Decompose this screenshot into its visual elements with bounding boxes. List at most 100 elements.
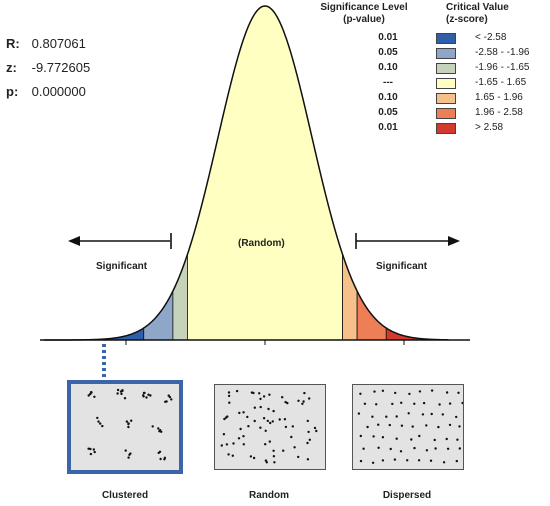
point-dot <box>458 447 461 450</box>
point-dot <box>227 394 231 398</box>
legend-zscore: > 2.58 <box>475 122 504 133</box>
point-dot <box>252 391 255 395</box>
point-dot <box>442 461 446 464</box>
point-dot <box>445 391 449 394</box>
point-dot <box>232 442 235 445</box>
legend-swatch <box>436 93 456 104</box>
legend-pvalue: 0.10 <box>378 62 398 73</box>
legend-pvalue: 0.10 <box>378 92 398 103</box>
legend-zscore: 1.65 - 1.96 <box>475 92 523 103</box>
point-dot <box>282 449 285 452</box>
point-dot <box>262 395 266 398</box>
point-dot <box>271 420 274 423</box>
point-dot <box>434 447 437 450</box>
dispersed-pattern-panel[interactable] <box>352 384 464 470</box>
point-dot <box>120 392 123 396</box>
legend-row: --- -1.65 - 1.65 <box>360 77 550 90</box>
point-dot <box>413 446 416 450</box>
point-dot <box>393 458 397 461</box>
point-dot <box>394 391 397 395</box>
point-dot <box>258 392 261 395</box>
point-dot <box>458 425 461 428</box>
legend-pvalue: 0.05 <box>378 107 398 118</box>
point-dot <box>359 434 362 438</box>
point-dot <box>163 458 166 461</box>
curve-outline <box>44 5 449 341</box>
random-pattern-panel[interactable] <box>214 384 326 470</box>
stat-z-key: z: <box>6 60 17 75</box>
curve-band <box>187 5 343 341</box>
point-dot <box>359 392 362 395</box>
point-dot <box>381 389 385 392</box>
point-dot <box>407 412 410 415</box>
point-dot <box>238 411 241 415</box>
point-dot <box>142 395 145 398</box>
stat-p-key: p: <box>6 84 19 99</box>
point-dot <box>96 416 99 420</box>
point-dot <box>448 402 452 405</box>
point-dot <box>220 444 223 447</box>
point-dot <box>373 390 376 393</box>
point-dot <box>89 391 93 394</box>
point-dot <box>400 424 404 427</box>
legend-swatch <box>436 108 456 119</box>
point-dot <box>389 447 392 451</box>
point-dot <box>116 388 120 392</box>
point-dot <box>262 417 266 420</box>
point-dot <box>158 450 162 453</box>
point-dot <box>259 426 262 429</box>
legend-zscore: 1.96 - 2.58 <box>475 107 523 118</box>
point-dot <box>308 438 311 441</box>
point-dot <box>267 407 270 411</box>
point-dot <box>264 443 267 446</box>
random-dots <box>220 389 318 464</box>
point-dot <box>429 459 433 462</box>
legend-row: 0.05 1.96 - 2.58 <box>360 107 550 120</box>
point-dot <box>457 391 460 394</box>
point-dot <box>425 449 429 452</box>
point-dot <box>165 400 168 403</box>
point-dot <box>264 429 267 432</box>
point-dot <box>377 446 380 449</box>
legend-pvalue: 0.01 <box>378 122 398 133</box>
clustered-pattern-panel[interactable] <box>67 380 183 474</box>
point-dot <box>297 399 300 402</box>
legend-header-zscore: Critical Value (z-score) <box>446 2 520 26</box>
dispersed-caption: Dispersed <box>382 490 432 501</box>
point-dot <box>291 425 294 428</box>
point-dot <box>253 419 256 423</box>
point-dot <box>127 456 130 459</box>
point-dot <box>301 402 304 405</box>
legend-row: 0.01 < -2.58 <box>360 32 550 45</box>
point-dot <box>239 427 242 431</box>
stat-r: R: 0.807061 <box>6 36 86 51</box>
point-dot <box>247 425 250 428</box>
legend-pvalue: 0.05 <box>378 47 398 58</box>
point-dot <box>242 443 245 446</box>
point-dot <box>227 391 231 394</box>
point-dot <box>143 391 146 395</box>
point-dot <box>461 401 464 405</box>
point-dot <box>259 405 262 409</box>
point-dot <box>97 420 100 423</box>
point-dot <box>89 447 92 451</box>
point-dot <box>430 412 433 416</box>
point-dot <box>149 394 152 397</box>
point-dot <box>246 415 249 419</box>
point-dot <box>306 458 310 461</box>
point-dot <box>127 425 130 429</box>
legend-swatch <box>436 123 456 134</box>
point-dot <box>308 397 311 400</box>
point-dot <box>438 403 441 406</box>
point-dot <box>377 423 380 426</box>
point-dot <box>418 390 422 393</box>
left-arrow-head <box>68 236 80 246</box>
clustered-dots <box>87 388 173 461</box>
point-dot <box>268 440 271 443</box>
point-dot <box>116 392 119 395</box>
point-dot <box>268 393 271 396</box>
point-dot <box>168 395 172 399</box>
point-dot <box>455 459 458 463</box>
point-dot <box>121 389 124 393</box>
point-dot <box>421 413 425 416</box>
